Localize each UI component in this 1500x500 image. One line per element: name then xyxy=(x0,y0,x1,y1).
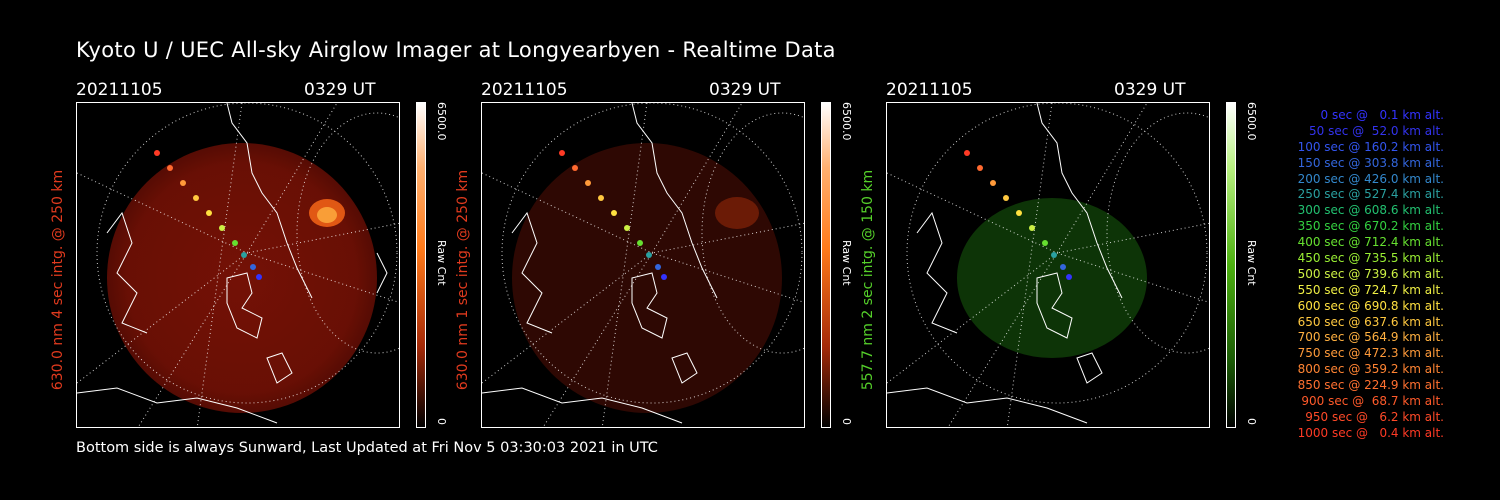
legend-item: 450 sec @ 735.5 km alt. xyxy=(1297,251,1444,266)
imager-panel-2: 20211105 0329 UT 630.0 nm 1 sec intg. @ … xyxy=(455,80,881,430)
coastlines xyxy=(482,103,718,424)
footer-status: Bottom side is always Sunward, Last Upda… xyxy=(76,440,658,456)
colorbar-max: 6500.0 xyxy=(840,102,853,141)
panel-time: 0329 UT xyxy=(709,80,781,100)
panel-date: 20211105 xyxy=(481,80,568,100)
panel-date: 20211105 xyxy=(886,80,973,100)
airglow-map xyxy=(76,102,400,428)
legend-item: 800 sec @ 359.2 km alt. xyxy=(1297,362,1444,377)
trajectory xyxy=(154,150,262,280)
colorbar-unit: Raw Cnt xyxy=(435,240,448,286)
colorbar xyxy=(821,102,831,428)
legend-item: 50 sec @ 52.0 km alt. xyxy=(1309,123,1444,138)
airglow-map-graphic xyxy=(77,103,399,427)
colorbar-max: 6500.0 xyxy=(435,102,448,141)
page-title: Kyoto U / UEC All-sky Airglow Imager at … xyxy=(76,38,836,62)
trajectory xyxy=(964,150,1072,280)
legend-item: 0 sec @ 0.1 km alt. xyxy=(1320,108,1445,122)
grid-lines xyxy=(77,103,399,427)
grid-lines xyxy=(482,103,804,427)
sky-glow xyxy=(512,143,782,413)
sky-glow xyxy=(957,198,1147,358)
legend-item: 1000 sec @ 0.4 km alt. xyxy=(1297,425,1444,440)
legend-item: 900 sec @ 68.7 km alt. xyxy=(1301,394,1444,409)
legend-item: 100 sec @ 160.2 km alt. xyxy=(1297,139,1444,154)
airglow-map-graphic xyxy=(887,103,1209,427)
airglow-map-graphic xyxy=(482,103,804,427)
coastlines xyxy=(887,103,1123,424)
legend-item: 700 sec @ 564.9 km alt. xyxy=(1297,330,1444,345)
colorbar xyxy=(416,102,426,428)
legend-item: 500 sec @ 739.6 km alt. xyxy=(1297,266,1444,281)
panel-time: 0329 UT xyxy=(1114,80,1186,100)
legend-item: 950 sec @ 6.2 km alt. xyxy=(1305,409,1444,424)
colorbar-min: 0 xyxy=(435,418,448,425)
imager-panel-3: 20211105 0329 UT 557.7 nm 2 sec intg. @ … xyxy=(860,80,1286,430)
panel-time: 0329 UT xyxy=(304,80,376,100)
colorbar xyxy=(1226,102,1236,428)
coastlines xyxy=(77,103,388,424)
airglow-map xyxy=(886,102,1210,428)
sky-glow xyxy=(107,143,377,413)
legend-item: 200 sec @ 426.0 km alt. xyxy=(1297,171,1444,186)
colorbar-unit: Raw Cnt xyxy=(840,240,853,286)
legend-item: 250 sec @ 527.4 km alt. xyxy=(1297,187,1444,202)
legend-item: 400 sec @ 712.4 km alt. xyxy=(1297,235,1444,250)
legend-item: 750 sec @ 472.3 km alt. xyxy=(1297,346,1444,361)
panel-date: 20211105 xyxy=(76,80,163,100)
legend-item: 650 sec @ 637.6 km alt. xyxy=(1297,314,1444,329)
colorbar-min: 0 xyxy=(840,418,853,425)
legend-item: 300 sec @ 608.6 km alt. xyxy=(1297,203,1444,218)
aurora-patch xyxy=(715,197,759,229)
grid-lines xyxy=(887,103,1209,427)
legend-item: 350 sec @ 670.2 km alt. xyxy=(1297,219,1444,234)
legend-item: 550 sec @ 724.7 km alt. xyxy=(1297,282,1444,297)
altitude-legend: 0 sec @ 0.1 km alt. 50 sec @ 52.0 km alt… xyxy=(1234,108,1444,442)
legend-item: 850 sec @ 224.9 km alt. xyxy=(1297,378,1444,393)
legend-item: 600 sec @ 690.8 km alt. xyxy=(1297,298,1444,313)
imager-panel-1: 20211105 0329 UT 630.0 nm 4 sec intg. @ … xyxy=(50,80,476,430)
trajectory xyxy=(559,150,667,280)
legend-item: 150 sec @ 303.8 km alt. xyxy=(1297,155,1444,170)
airglow-map xyxy=(481,102,805,428)
